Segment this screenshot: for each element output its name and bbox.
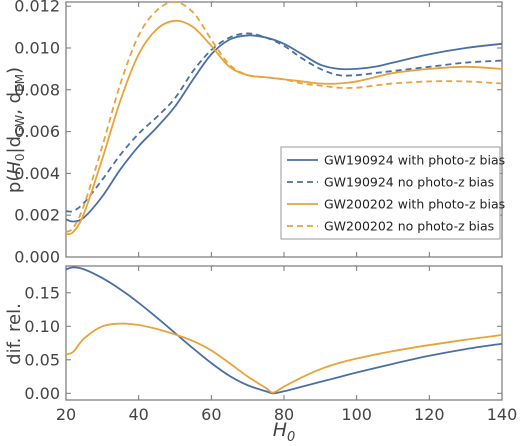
top-plot: 0.000 0.002 0.004 0.006 0.008 0.010 0.012 p(H0… (4, 0, 505, 267)
top-y-axis-label: p(H0|dGW, dEM) (4, 67, 27, 193)
top-ytick-label-4: 0.008 (14, 80, 60, 99)
bottom-xtick-label-2: 60 (201, 405, 221, 424)
top-ytick-label-2: 0.004 (14, 164, 60, 183)
bottom-y-ticks: 0.00 0.05 0.10 0.15 (24, 283, 502, 403)
top-series-line-3 (65, 1, 503, 233)
bottom-xtick-label-6: 140 (487, 405, 518, 424)
top-ytick-label-6: 0.012 (14, 0, 60, 16)
bottom-ytick-label-3: 0.15 (24, 283, 60, 302)
bottom-ytick-label-1: 0.05 (24, 350, 60, 369)
bottom-xtick-label-5: 120 (414, 405, 445, 424)
top-series-lines (65, 1, 503, 236)
bottom-series-lines (65, 266, 503, 395)
top-ytick-label-3: 0.006 (14, 122, 60, 141)
bottom-y-axis-label: dif. rel. (4, 303, 25, 365)
legend-label-2: GW200202 with photo-z bias (324, 197, 505, 212)
top-series-line-0 (65, 34, 503, 223)
bottom-plot-frame (65, 265, 503, 401)
legend: GW190924 with photo-z bias GW190924 no ph… (280, 146, 505, 240)
bottom-plot: 0.00 0.05 0.10 0.15 20 40 60 80 100 120 140 dif. … (4, 2, 517, 445)
legend-label-1: GW190924 no photo-z bias (324, 175, 494, 190)
bottom-series-line-1 (65, 322, 503, 394)
bottom-ytick-label-0: 0.00 (24, 384, 60, 403)
x-axis-label: H0 (273, 419, 296, 445)
legend-box (280, 146, 501, 240)
bottom-xtick-label-1: 40 (128, 405, 148, 424)
bottom-ytick-label-2: 0.10 (24, 317, 60, 336)
bottom-series-line-0 (65, 266, 503, 395)
top-series-line-1 (65, 32, 503, 213)
legend-label-0: GW190924 with photo-z bias (324, 153, 505, 168)
bottom-xtick-label-0: 20 (56, 405, 76, 424)
top-ytick-label-5: 0.010 (14, 38, 60, 57)
legend-items: GW190924 with photo-z bias GW190924 no ph… (287, 153, 505, 234)
bottom-xtick-label-3: 80 (274, 405, 294, 424)
bottom-x-ticks: 20 40 60 80 100 120 140 (56, 2, 517, 424)
top-ytick-label-0: 0.000 (14, 248, 60, 267)
top-y-ticks: 0.000 0.002 0.004 0.006 0.008 0.010 0.012 (14, 0, 502, 267)
bottom-xtick-label-4: 100 (341, 405, 372, 424)
legend-label-3: GW200202 no photo-z bias (324, 219, 494, 234)
top-ytick-label-1: 0.002 (14, 206, 60, 225)
